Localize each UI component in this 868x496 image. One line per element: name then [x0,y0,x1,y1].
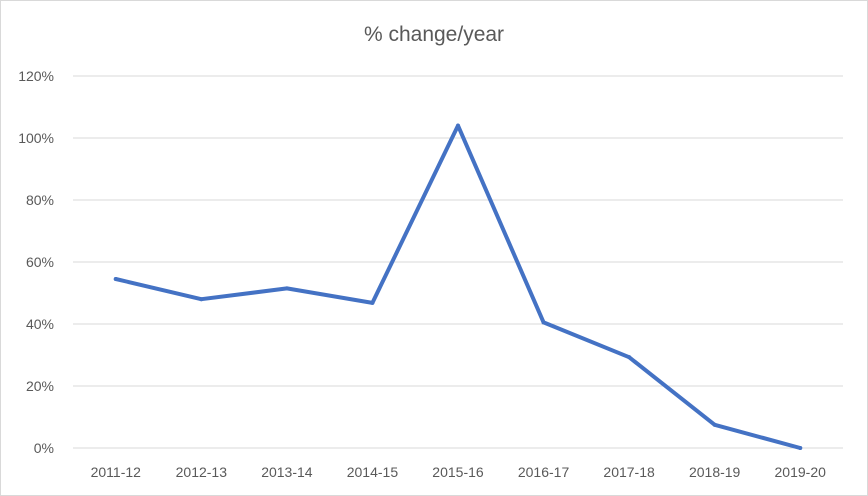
y-tick-label: 100% [18,130,54,146]
y-tick-label: 120% [18,68,54,84]
y-tick-label: 60% [26,254,54,270]
x-tick-label: 2011-12 [91,464,142,480]
y-tick-label: 0% [34,440,54,456]
x-tick-label: 2016-17 [518,464,570,480]
data-point [627,355,632,360]
data-point [541,320,546,325]
gridlines [73,75,843,449]
x-axis: 2011-12 2012-13 2013-14 2014-15 2015-16 2016-… [91,464,827,480]
data-point [456,123,460,128]
y-tick-label: 20% [26,378,54,394]
data-point [284,286,289,291]
data-point [370,300,375,305]
y-tick-label: 40% [26,316,54,332]
x-tick-label: 2019-20 [775,464,827,480]
x-tick-label: 2012-13 [176,464,228,480]
series [113,123,803,450]
x-tick-label: 2018-19 [689,464,741,480]
y-tick-label: 80% [26,192,54,208]
y-axis: 0% 20% 40% 60% 80% 100% 120% [18,68,54,456]
series-line [113,123,803,450]
chart-title: % change/year [364,23,504,46]
data-point [712,422,717,427]
data-point [113,277,118,282]
x-tick-label: 2014-15 [347,464,399,480]
x-tick-label: 2013-14 [261,464,313,480]
x-tick-label: 2015-16 [432,464,484,480]
data-point [798,446,803,450]
data-point [199,297,204,302]
x-tick-label: 2017-18 [603,464,655,480]
